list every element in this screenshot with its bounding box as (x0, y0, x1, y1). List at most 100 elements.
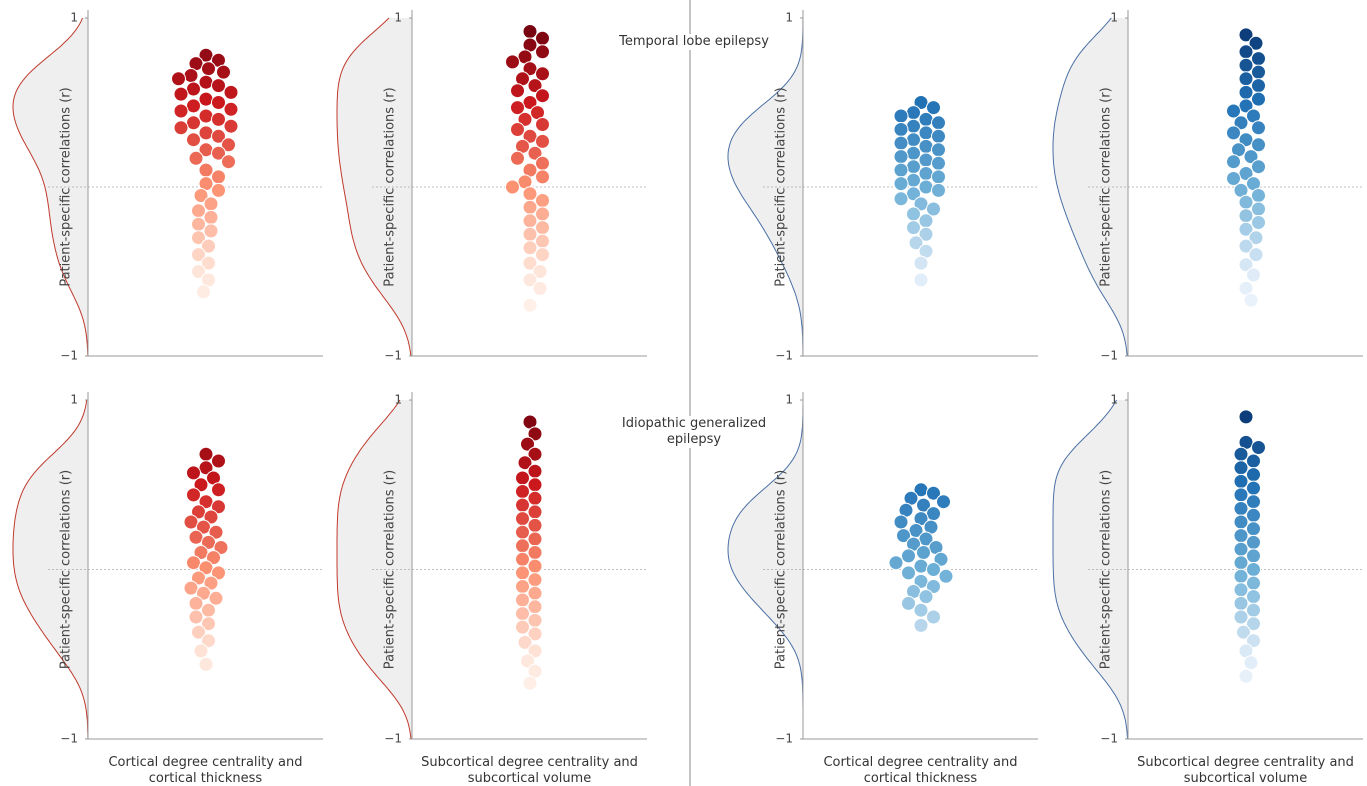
point (1248, 230, 1264, 246)
point (1246, 521, 1261, 537)
point (931, 182, 946, 198)
y-axis-label: Patient-specific correlations (r) (774, 87, 789, 286)
point (527, 490, 543, 506)
point (1243, 292, 1259, 308)
point (1238, 44, 1254, 60)
point (1238, 194, 1254, 210)
point (522, 255, 538, 271)
point (201, 238, 216, 254)
density-curve (1052, 399, 1128, 740)
point (527, 612, 543, 628)
point (221, 154, 236, 170)
point (527, 558, 543, 574)
point (522, 24, 538, 39)
point (1226, 125, 1241, 141)
point (1251, 159, 1266, 175)
point (193, 545, 209, 560)
point (191, 203, 206, 219)
point (211, 169, 226, 185)
density-area (1053, 18, 1128, 356)
point (1238, 27, 1254, 43)
point (1243, 655, 1259, 671)
point (198, 74, 214, 90)
point (918, 111, 934, 127)
point (1251, 78, 1266, 94)
point (186, 81, 201, 97)
point (522, 61, 538, 77)
x-axis-label: Subcortical degree centrality and subcor… (421, 755, 638, 786)
point (188, 595, 204, 611)
row-label: Idiopathic generalized epilepsy (615, 416, 773, 448)
point (527, 572, 543, 588)
point (931, 142, 946, 158)
point (926, 579, 941, 594)
point (1238, 98, 1254, 114)
point (517, 455, 533, 471)
point (191, 264, 206, 279)
point (216, 64, 231, 80)
point (938, 568, 954, 584)
point (535, 117, 550, 132)
point (527, 463, 543, 479)
point (527, 585, 543, 601)
point (201, 255, 216, 271)
point (893, 149, 909, 165)
density-curve (336, 399, 412, 740)
point (201, 633, 216, 649)
point (893, 135, 909, 151)
point (510, 150, 525, 166)
point (1246, 467, 1261, 483)
y-tick-label: −1 (775, 732, 793, 746)
point (198, 91, 214, 107)
point (173, 120, 189, 136)
point (515, 470, 530, 486)
y-tick-label: 1 (1110, 393, 1118, 407)
point (931, 169, 946, 185)
point (1246, 534, 1261, 550)
point (527, 599, 543, 615)
point (535, 155, 550, 171)
point (201, 534, 216, 550)
point (203, 196, 219, 212)
point (535, 30, 550, 46)
point (211, 453, 226, 469)
point (198, 460, 214, 476)
point (223, 101, 239, 117)
point (522, 128, 538, 144)
point (1251, 120, 1266, 136)
point (1251, 201, 1266, 217)
point (527, 531, 543, 547)
point (926, 506, 941, 522)
y-tick-label: −1 (1100, 349, 1118, 363)
point (906, 105, 921, 121)
point (913, 95, 929, 110)
point (1233, 541, 1249, 557)
point (517, 111, 533, 127)
point (520, 436, 535, 452)
point (1226, 171, 1241, 186)
point (1251, 64, 1266, 80)
point (522, 226, 538, 242)
y-tick-label: 1 (394, 11, 402, 25)
point (522, 199, 538, 215)
y-tick-label: 1 (70, 393, 78, 407)
point (186, 115, 201, 131)
point (893, 108, 909, 124)
y-tick-label: 1 (70, 11, 78, 25)
point (893, 514, 909, 530)
y-tick-label: 1 (1110, 11, 1118, 25)
point (1246, 562, 1261, 577)
point (535, 66, 550, 82)
point (1233, 473, 1249, 489)
point (527, 504, 543, 520)
y-tick-label: 1 (785, 11, 793, 25)
point (1233, 595, 1249, 611)
y-axis-label: Patient-specific correlations (r) (1099, 87, 1114, 286)
point (527, 517, 543, 533)
y-tick-label: −1 (60, 732, 78, 746)
point (515, 497, 530, 513)
point (1236, 624, 1251, 640)
density-curve (1052, 17, 1128, 357)
point (535, 220, 550, 236)
point (535, 233, 550, 249)
